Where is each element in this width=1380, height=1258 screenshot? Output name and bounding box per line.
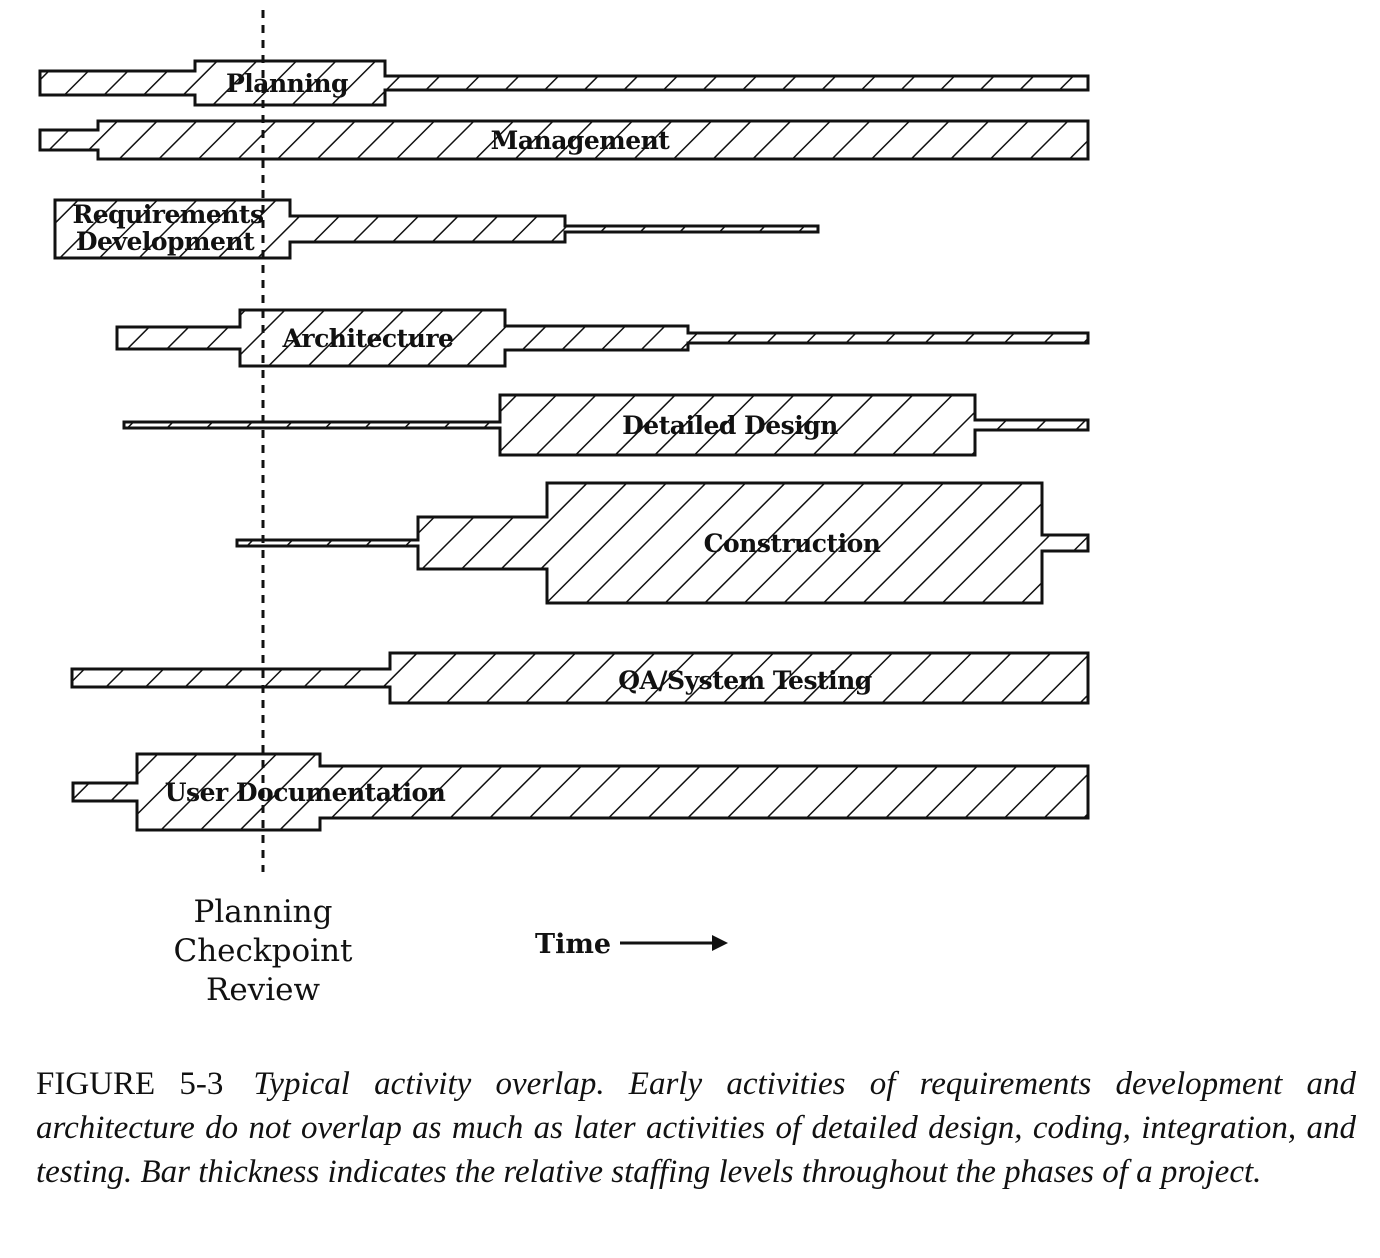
- figure-caption: FIGURE 5-3 Typical activity overlap. Earl…: [36, 1062, 1356, 1194]
- figure-number: FIGURE 5-3: [36, 1066, 224, 1102]
- label-requirements: Requirements: [72, 200, 263, 229]
- label-management: Management: [491, 126, 671, 155]
- label-user-documentation: User Documentation: [165, 778, 446, 807]
- label-detailed-design: Detailed Design: [622, 411, 838, 440]
- activity-bar-management: [38, 119, 1090, 161]
- activity-bar-user-documentation: [71, 752, 1090, 832]
- checkpoint-label-line3: Review: [206, 972, 320, 1008]
- label-development: Development: [76, 227, 255, 256]
- caption-text: Typical activity overlap. Early activiti…: [36, 1066, 1356, 1190]
- label-planning: Planning: [226, 69, 348, 98]
- checkpoint-label-line1: Planning: [194, 894, 333, 930]
- activity-bar-detailed-design: [122, 393, 1090, 457]
- activity-overlap-diagram: Planning Management Requirements Develop…: [38, 10, 1090, 1008]
- activity-bar-planning: [38, 59, 1090, 107]
- time-arrow-icon: [620, 935, 728, 951]
- activity-bar-requirements-development: [53, 198, 820, 260]
- checkpoint-label-line2: Checkpoint: [173, 933, 353, 969]
- label-construction: Construction: [704, 529, 881, 558]
- activity-bar-construction: [235, 481, 1090, 605]
- label-architecture: Architecture: [282, 324, 454, 353]
- activity-bar-qa-system-testing: [70, 651, 1090, 705]
- label-qa-system-testing: QA/System Testing: [618, 666, 872, 695]
- time-label: Time: [535, 929, 611, 960]
- activity-bar-architecture: [115, 308, 1090, 368]
